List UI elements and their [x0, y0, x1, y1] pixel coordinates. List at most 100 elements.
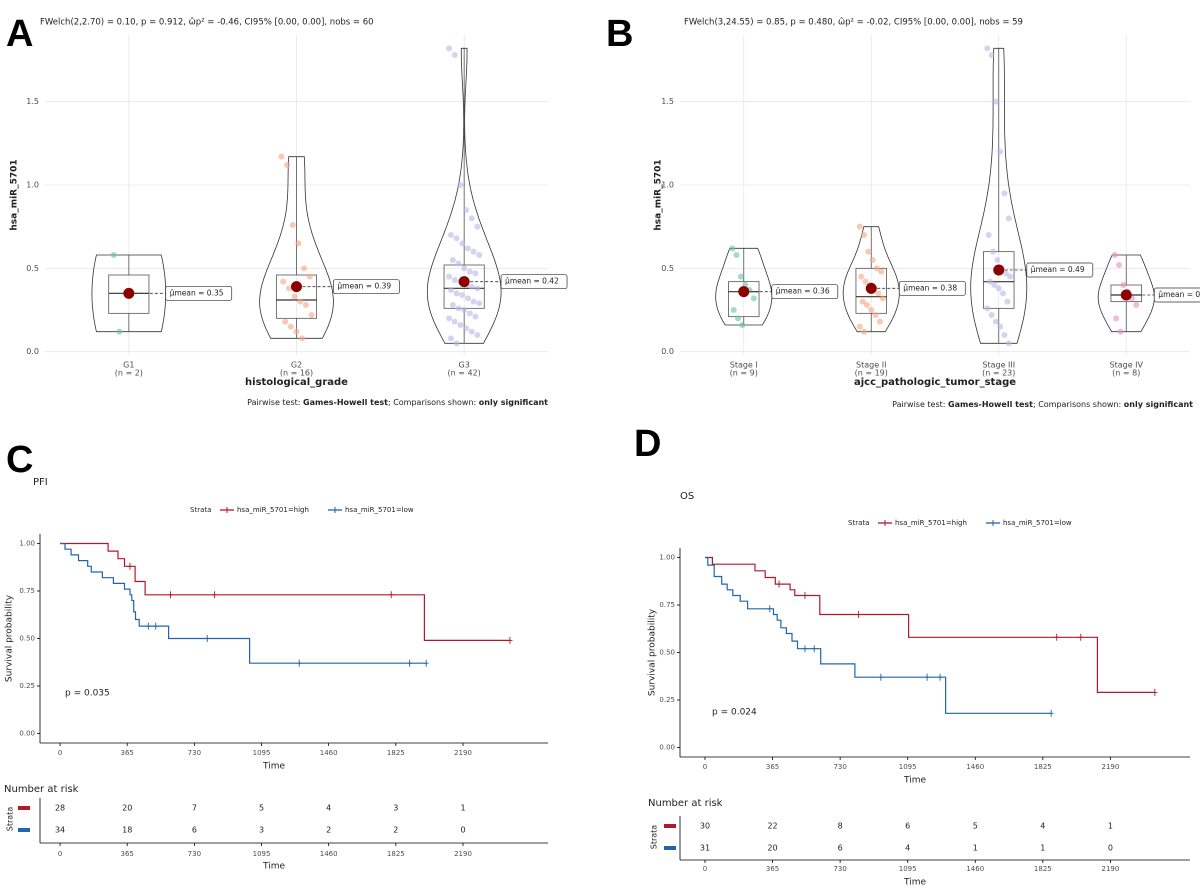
violin — [91, 254, 167, 333]
box — [855, 267, 887, 314]
data-point — [459, 240, 466, 247]
risk-count: 2 — [326, 826, 331, 835]
mean-point — [291, 281, 302, 293]
data-point — [988, 52, 995, 58]
x-tick-label: Stage I — [730, 361, 758, 370]
censor-mark — [388, 591, 394, 599]
censor-mark — [507, 636, 513, 644]
data-point — [457, 322, 464, 328]
y-tick-label: 0.5 — [26, 264, 39, 273]
mean-label: μ̂mean = 0.34 — [1158, 290, 1200, 299]
data-point — [1005, 340, 1012, 347]
data-point — [282, 318, 289, 325]
data-point — [468, 328, 475, 335]
y-tick-label: 0.0 — [26, 347, 39, 356]
data-point — [476, 300, 483, 307]
risk-count: 8 — [838, 822, 843, 831]
violin — [842, 226, 900, 333]
risk-x-tick-label: 0 — [703, 865, 707, 873]
survival-curve — [60, 542, 427, 664]
data-point — [301, 265, 308, 272]
survival-curve — [60, 542, 510, 641]
data-point — [464, 245, 471, 252]
data-point — [463, 207, 470, 213]
data-point — [994, 257, 1001, 263]
x-tick-label: 0 — [58, 749, 62, 757]
x-axis-title: histological_grade — [245, 377, 348, 388]
data-point — [451, 318, 458, 325]
panel-label: B — [606, 13, 633, 55]
data-point — [750, 295, 757, 302]
data-point — [862, 278, 869, 285]
data-point — [879, 295, 886, 302]
y-tick-label: 0.75 — [19, 587, 35, 595]
mean-label-box — [333, 279, 400, 295]
data-point — [464, 295, 471, 302]
risk-count: 0 — [460, 826, 465, 835]
y-tick-label: 1.00 — [19, 540, 35, 548]
y-axis-title: hsa_miR_5701 — [10, 159, 20, 230]
data-point — [733, 252, 740, 258]
risk-x-tick-label: 1095 — [253, 850, 271, 858]
legend-label: hsa_miR_5701=low — [1003, 519, 1072, 527]
risk-count: 18 — [122, 826, 132, 835]
x-tick-label: G3 — [459, 361, 470, 370]
y-tick-label: 0.75 — [659, 601, 675, 609]
y-axis-title: Survival probability — [5, 594, 15, 682]
y-tick-label: 1.0 — [661, 181, 674, 190]
data-point — [869, 257, 876, 263]
risk-count: 6 — [838, 844, 843, 853]
data-point — [1000, 290, 1007, 297]
censor-mark — [937, 673, 943, 681]
risk-count: 31 — [700, 844, 710, 853]
data-point — [876, 318, 883, 325]
x-tick-label: 1095 — [899, 763, 917, 771]
censor-mark — [802, 645, 808, 653]
x-tick-label: Stage IV — [1110, 361, 1144, 370]
data-point — [457, 182, 464, 188]
data-point — [295, 240, 302, 247]
data-point — [476, 252, 483, 258]
risk-count: 4 — [326, 804, 331, 813]
data-point — [284, 162, 291, 168]
data-point — [468, 215, 475, 222]
data-point — [878, 268, 885, 275]
data-point — [858, 273, 865, 280]
x-axis-title: ajcc_pathologic_tumor_stage — [854, 377, 1016, 388]
data-point — [984, 305, 991, 312]
mean-point — [458, 276, 470, 288]
data-point — [995, 285, 1002, 292]
x-tick-label: Stage II — [856, 361, 886, 370]
risk-count: 2 — [393, 826, 398, 835]
y-tick-label: 1.00 — [659, 554, 675, 562]
risk-strata-key — [18, 806, 30, 810]
y-axis-title: hsa_miR_5701 — [654, 159, 664, 230]
x-tick-sublabel: (n = 9) — [730, 369, 758, 378]
data-point — [474, 285, 481, 292]
x-tick-sublabel: (n = 8) — [1112, 369, 1140, 378]
data-point — [449, 257, 456, 263]
data-point — [466, 310, 473, 317]
mean-label-box — [165, 285, 233, 301]
x-tick-label: 1460 — [966, 763, 984, 771]
y-tick-label: 0.25 — [659, 696, 675, 704]
data-point — [463, 325, 470, 332]
legend-title: Strata — [190, 506, 211, 514]
data-point — [1116, 262, 1123, 268]
data-point — [1133, 302, 1140, 308]
risk-count: 3 — [259, 826, 264, 835]
risk-x-tick-label: 2190 — [1101, 865, 1119, 873]
censor-mark — [802, 592, 808, 599]
legend-label: hsa_miR_5701=low — [345, 506, 414, 514]
data-point — [735, 315, 742, 322]
data-point — [278, 153, 285, 160]
risk-title: Number at risk — [648, 798, 723, 809]
mean-label-box — [898, 280, 966, 296]
mean-label: μ̂mean = 0.49 — [1031, 265, 1085, 274]
risk-count: 6 — [192, 826, 197, 835]
censor-mark — [776, 580, 782, 588]
data-point — [875, 290, 882, 297]
data-point — [447, 287, 454, 293]
data-point — [451, 52, 458, 58]
risk-x-tick-label: 365 — [121, 850, 134, 858]
